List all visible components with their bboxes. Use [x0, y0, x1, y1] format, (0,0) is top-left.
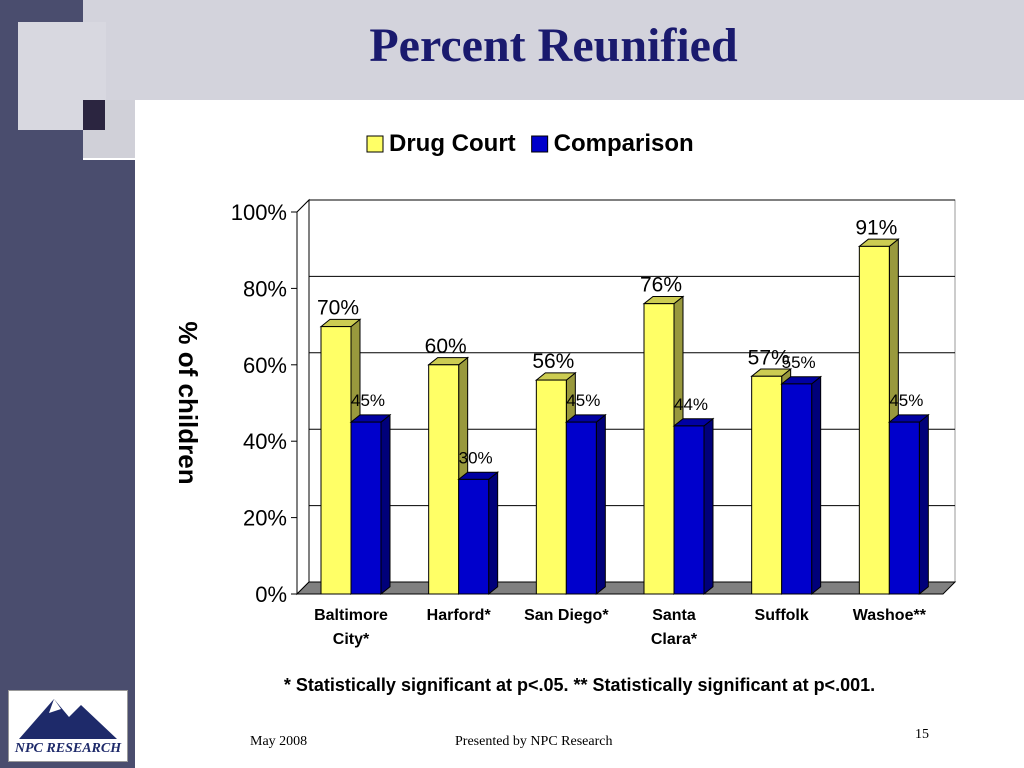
data-label: 57% [748, 346, 790, 369]
bar-chart: 0% 20% 40% 60% 80% 100% 70% 60% 56% 76% 57% 91% 45% 3… [173, 130, 957, 648]
y-tick-label: 40% [243, 429, 287, 454]
footer-date: May 2008 [250, 734, 308, 749]
x-tick-label: Washoe** [853, 607, 927, 624]
x-tick-label: Santa [652, 607, 696, 624]
y-tick-label: 0% [255, 582, 287, 607]
legend-label: Comparison [554, 130, 694, 157]
bar [428, 364, 460, 595]
npc-logo: NPC RESEARCH [8, 690, 128, 762]
data-label: 45% [566, 391, 600, 410]
y-tick-label: 60% [243, 353, 287, 378]
bar [458, 478, 490, 595]
data-label: 91% [855, 216, 897, 239]
slide-title: Percent Reunified [369, 19, 738, 72]
chart-back-wall [308, 199, 956, 583]
decor-square [83, 100, 105, 130]
x-tick-label: City* [333, 631, 370, 648]
chart-floor [295, 581, 957, 595]
significance-footnote: * Statistically significant at p<.05. **… [283, 675, 876, 695]
x-tick-label: San Diego* [524, 607, 609, 624]
bar-side [380, 413, 391, 596]
bar-side [703, 417, 714, 596]
data-label: 56% [532, 350, 574, 373]
data-label: 60% [425, 335, 467, 358]
bar [858, 245, 890, 595]
bar [350, 421, 382, 595]
bar-side [811, 375, 822, 596]
data-label: 55% [782, 353, 816, 372]
title-band [83, 0, 1024, 100]
x-tick-label: Suffolk [755, 607, 809, 624]
side-decor-strip [83, 160, 135, 768]
y-tick-label: 20% [243, 506, 287, 531]
data-label: 70% [317, 297, 359, 320]
y-axis-label: % of children [173, 321, 203, 484]
y-tick-label: 80% [243, 276, 287, 301]
bar-side [918, 413, 929, 596]
legend-swatch [366, 135, 384, 153]
data-label: 76% [640, 274, 682, 297]
data-label: 30% [459, 448, 493, 467]
x-tick-label: Harford* [427, 607, 492, 624]
bar [673, 425, 705, 595]
legend-label: Drug Court [389, 130, 516, 157]
bar [565, 421, 597, 595]
bar [320, 326, 352, 595]
y-tick-label: 100% [231, 200, 287, 225]
bar [751, 375, 783, 595]
legend-swatch [531, 135, 549, 153]
bar [535, 379, 567, 595]
chart-side-wall [296, 198, 310, 596]
x-tick-label: Clara* [651, 631, 698, 648]
data-label: 45% [889, 391, 923, 410]
data-label: 44% [674, 395, 708, 414]
bar [643, 303, 675, 595]
bar [888, 421, 920, 595]
logo-text: NPC RESEARCH [14, 741, 122, 756]
data-label: 45% [351, 391, 385, 410]
bar-side [488, 471, 499, 596]
bar-side [595, 413, 606, 596]
page-number: 15 [915, 727, 929, 742]
footer-presenter: Presented by NPC Research [455, 734, 613, 749]
x-tick-label: Baltimore [314, 607, 388, 624]
bar [781, 383, 813, 595]
logo-mountain-icon [19, 699, 117, 739]
